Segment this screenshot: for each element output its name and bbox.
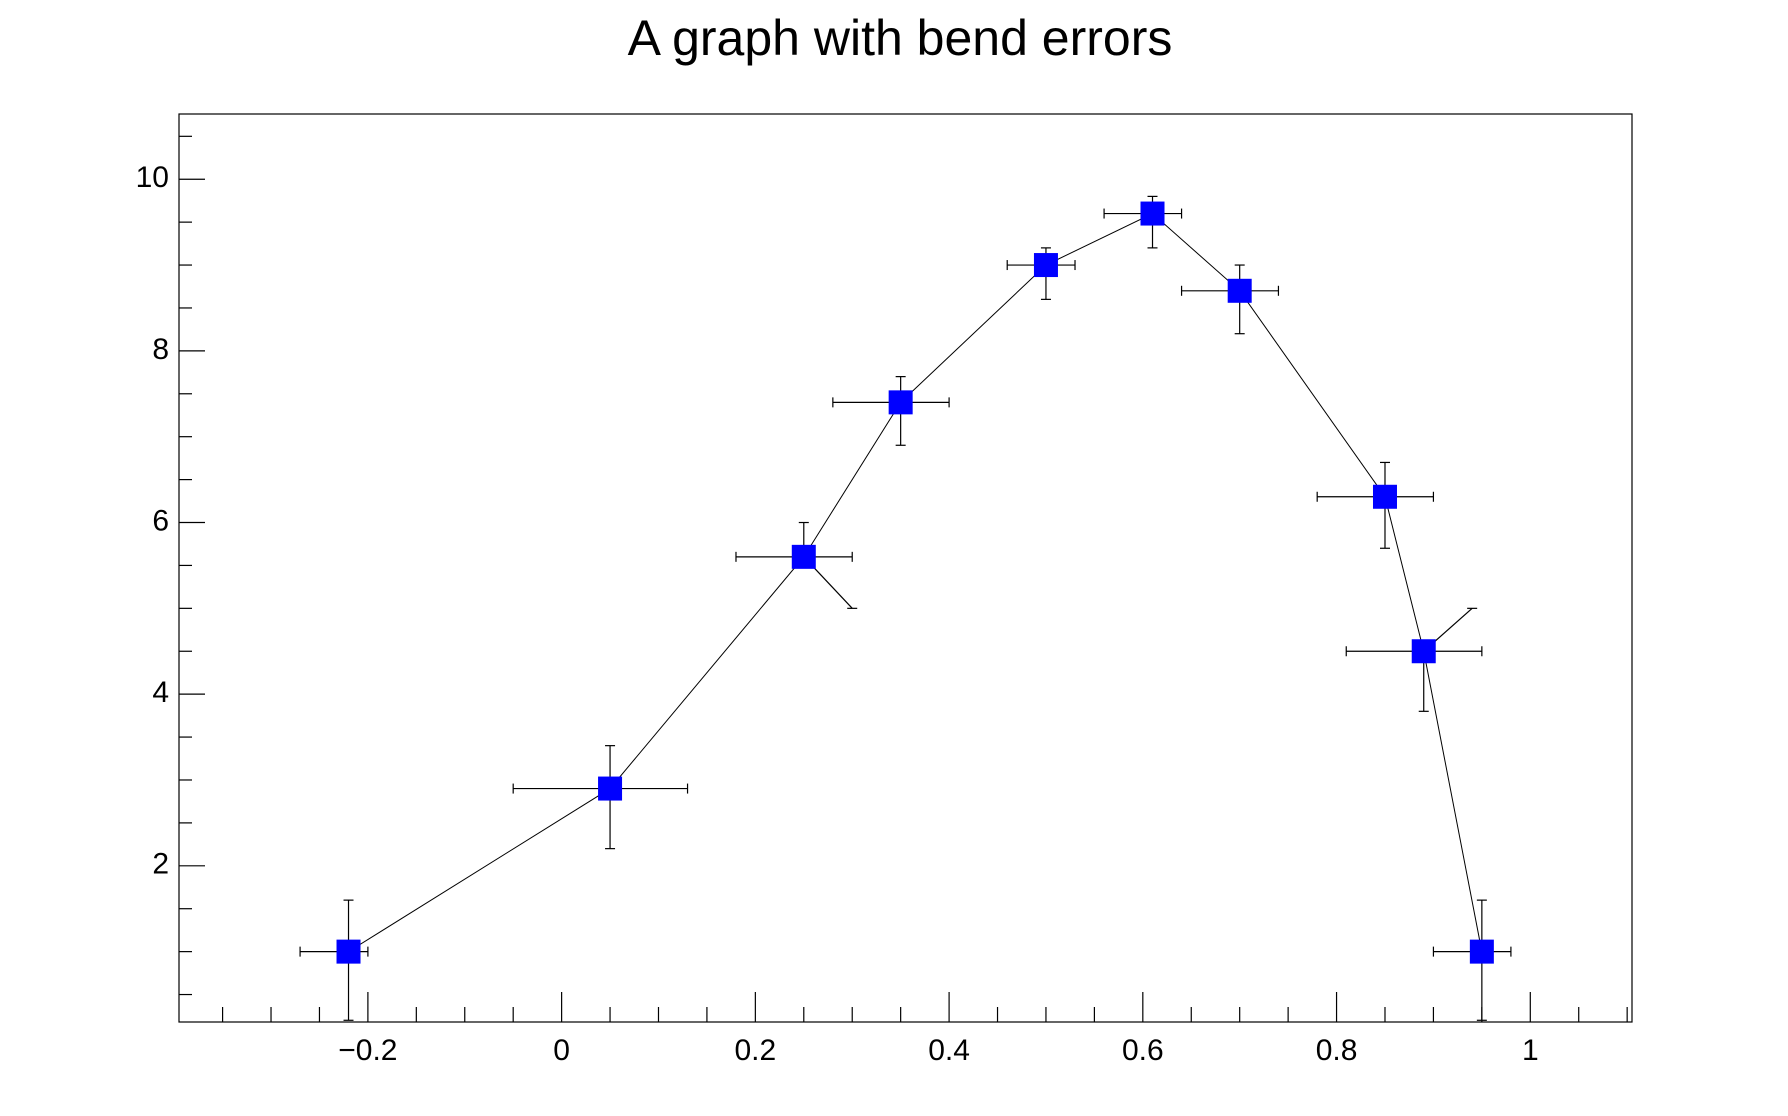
chart-title: A graph with bend errors — [628, 10, 1173, 66]
graph-line — [348, 212, 1483, 953]
x-tick-label: 0.4 — [928, 1034, 970, 1067]
marker — [888, 390, 913, 415]
marker — [1033, 253, 1058, 278]
y-tick-label: 6 — [152, 504, 169, 537]
x-tick-label: −0.2 — [338, 1034, 397, 1067]
marker — [1140, 201, 1165, 226]
y-tick-label: 10 — [136, 161, 169, 194]
marker — [1411, 639, 1436, 664]
marker — [336, 939, 361, 964]
y-tick-label: 4 — [152, 676, 169, 709]
marker — [791, 544, 816, 569]
plot-area — [299, 195, 1512, 1021]
plot-frame — [178, 113, 1633, 1023]
x-tick-label: 0 — [553, 1034, 570, 1067]
x-tick-label: 0.8 — [1316, 1034, 1358, 1067]
marker — [598, 776, 623, 801]
y-tick-label: 8 — [152, 333, 169, 366]
marker — [1227, 278, 1252, 303]
y-tick-label: 2 — [152, 848, 169, 881]
marker — [1372, 484, 1397, 509]
x-tick-label: 0.2 — [734, 1034, 776, 1067]
x-tick-label: 0.6 — [1122, 1034, 1164, 1067]
marker — [1469, 939, 1494, 964]
x-tick-label: 1 — [1522, 1034, 1539, 1067]
